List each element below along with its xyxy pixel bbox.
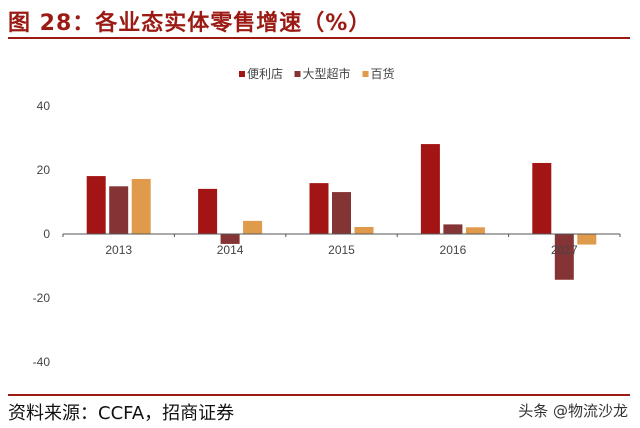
bar-2015-series-1: [332, 192, 351, 234]
bar-2014-series-1: [220, 234, 240, 244]
x-tick-label: 2013: [105, 243, 132, 257]
legend-swatch-0: [239, 71, 245, 77]
bar-2017-series-2: [577, 234, 597, 245]
y-tick-label: 20: [37, 163, 51, 177]
legend-label-1: 大型超市: [303, 66, 351, 81]
bar-2015-series-0: [309, 183, 329, 234]
x-tick-label: 2015: [328, 243, 355, 257]
bar-2015-series-2: [354, 226, 374, 234]
bar-2013-series-1: [109, 186, 129, 234]
bar-2014-series-0: [198, 188, 218, 234]
bar-2016-series-2: [465, 227, 485, 234]
title-rule: [8, 37, 630, 39]
bar-2013-series-0: [86, 176, 106, 234]
legend-label-0: 便利店: [247, 67, 283, 81]
x-tick-label: 2016: [440, 243, 467, 257]
bar-2016-series-0: [420, 144, 440, 234]
bar-2017-series-1: [554, 234, 574, 280]
y-tick-label: -40: [33, 355, 51, 369]
y-tick-label: 0: [43, 227, 50, 241]
legend-swatch-1: [294, 71, 301, 77]
y-tick-label: 40: [37, 99, 51, 113]
bar-2017-series-0: [532, 162, 552, 234]
x-tick-label: 2014: [217, 243, 244, 257]
y-tick-label: -20: [33, 291, 51, 305]
bar-2013-series-2: [131, 178, 151, 234]
legend-swatch-2: [362, 71, 369, 77]
x-tick-label: 2017: [551, 243, 578, 257]
bar-2016-series-1: [443, 224, 463, 234]
bar-2014-series-2: [243, 220, 263, 234]
source-note: 资料来源：CCFA，招商证券: [8, 403, 235, 424]
legend-label-2: 百货: [371, 66, 395, 81]
chart-title: 图 28：各业态实体零售增速（%）: [8, 11, 372, 36]
watermark: 头条 @物流沙龙: [518, 402, 628, 420]
footer-rule: [8, 394, 630, 396]
